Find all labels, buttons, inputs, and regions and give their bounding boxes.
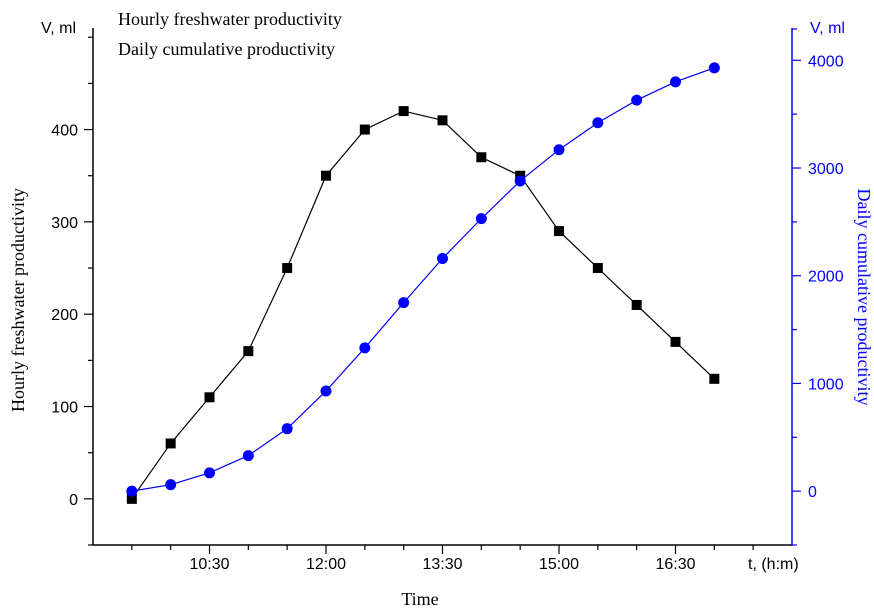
hourly-data-point [126,493,137,504]
y-left-axis-title: Hourly freshwater productivity [8,188,28,412]
x-tick-label: 10:30 [189,556,229,573]
daily-data-point [281,423,293,435]
hourly-data-point [631,299,642,310]
hourly-data-point [709,373,720,384]
daily-data-point [592,117,604,129]
y-left-tick-label: 400 [51,123,78,140]
x-tick-label: 16:30 [655,556,695,573]
daily-data-point [475,213,487,225]
hourly-data-point [165,438,176,449]
daily-data-point [708,62,720,74]
hourly-data-point [670,336,681,347]
y-left-unit-label: V, ml [41,20,76,37]
legend-entry-hourly: Hourly freshwater productivity [118,9,342,29]
y-right-tick-label: 0 [808,484,817,501]
hourly-data-point [282,263,293,274]
y-right-axis-title: Daily cumulative productivity [854,189,874,406]
x-tick-label: 12:00 [306,556,346,573]
hourly-data-point [204,392,215,403]
hourly-data-point [476,152,487,163]
hourly-data-point [592,263,603,274]
y-left-tick-label: 0 [69,492,78,509]
daily-data-point [631,94,643,106]
daily-data-point [242,450,254,462]
daily-data-point [398,297,410,309]
y-right-tick-label: 3000 [808,161,844,178]
hourly-data-point [554,226,564,237]
x-tick-label: 13:30 [422,556,462,573]
y-right-tick-label: 2000 [808,269,844,286]
y-right-tick-label: 1000 [808,376,844,393]
y-right-unit-label: V, ml [810,20,845,37]
hourly-data-point [437,115,448,126]
daily-data-point [165,479,177,491]
y-left-tick-label: 300 [51,215,78,232]
daily-data-point [359,342,371,354]
hourly-data-point [321,170,331,181]
daily-data-point [514,175,526,187]
y-left-tick-label: 100 [51,400,78,417]
daily-data-point [553,144,565,156]
daily-data-point [204,467,215,479]
daily-data-point [126,485,138,497]
daily-data-point [437,252,448,264]
y-right-tick-label: 4000 [808,53,844,70]
x-tick-label: 15:00 [539,556,579,573]
daily-data-point [670,76,681,88]
hourly-data-point [243,346,254,357]
legend-entry-daily: Daily cumulative productivity [118,39,335,59]
hourly-data-point [398,106,409,117]
hourly-series-line [131,110,715,500]
y-left-tick-label: 200 [51,307,78,324]
daily-series-line [131,67,715,492]
x-unit-label: t, (h:m) [748,556,799,573]
hourly-data-point [359,124,370,135]
daily-data-point [320,385,332,397]
x-axis-title: Time [401,589,438,609]
